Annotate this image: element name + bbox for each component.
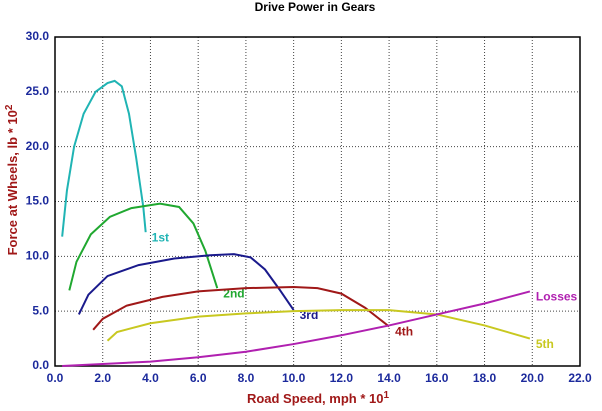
y-tick-label: 0.0 bbox=[32, 358, 49, 372]
x-axis-label: Road Speed, mph * 10 bbox=[247, 391, 384, 406]
x-tick-label: 10.0 bbox=[282, 371, 306, 385]
x-tick-label: 22.0 bbox=[568, 371, 592, 385]
series-line bbox=[62, 290, 531, 367]
y-tick-label: 25.0 bbox=[26, 84, 50, 98]
x-tick-label: 12.0 bbox=[330, 371, 354, 385]
y-tick-label: 10.0 bbox=[26, 249, 50, 263]
series-label: 1st bbox=[152, 230, 169, 244]
x-tick-label: 4.0 bbox=[142, 371, 159, 385]
x-tick-label: 18.0 bbox=[473, 371, 497, 385]
series-line bbox=[106, 309, 531, 342]
series-line bbox=[92, 286, 390, 331]
series-line bbox=[68, 202, 219, 291]
series-line bbox=[61, 79, 147, 237]
x-tick-label: 2.0 bbox=[94, 371, 111, 385]
y-tick-label: 5.0 bbox=[32, 303, 49, 317]
y-axis-exponent: 2 bbox=[4, 104, 15, 110]
x-tick-label: 0.0 bbox=[47, 371, 64, 385]
y-tick-label: 15.0 bbox=[26, 194, 50, 208]
x-tick-label: 8.0 bbox=[238, 371, 255, 385]
x-tick-label: 20.0 bbox=[521, 371, 545, 385]
x-tick-label: 16.0 bbox=[425, 371, 449, 385]
y-axis-label: Force at Wheels, lb * 10 bbox=[5, 110, 20, 255]
x-tick-label: 14.0 bbox=[377, 371, 401, 385]
series-label: Losses bbox=[536, 290, 578, 304]
x-axis-exponent: 1 bbox=[383, 390, 389, 401]
x-tick-label: 6.0 bbox=[190, 371, 207, 385]
y-tick-label: 20.0 bbox=[26, 139, 50, 153]
chart-title: Drive Power in Gears bbox=[255, 0, 376, 14]
y-tick-label: 30.0 bbox=[26, 29, 50, 43]
x-axis-title: Road Speed, mph * 101 bbox=[247, 390, 390, 407]
plot-frame bbox=[54, 36, 581, 367]
series-label: 5th bbox=[536, 337, 554, 351]
series-label: 4th bbox=[395, 325, 413, 339]
y-axis-title: Force at Wheels, lb * 102 bbox=[4, 104, 21, 255]
series-line bbox=[77, 253, 295, 315]
